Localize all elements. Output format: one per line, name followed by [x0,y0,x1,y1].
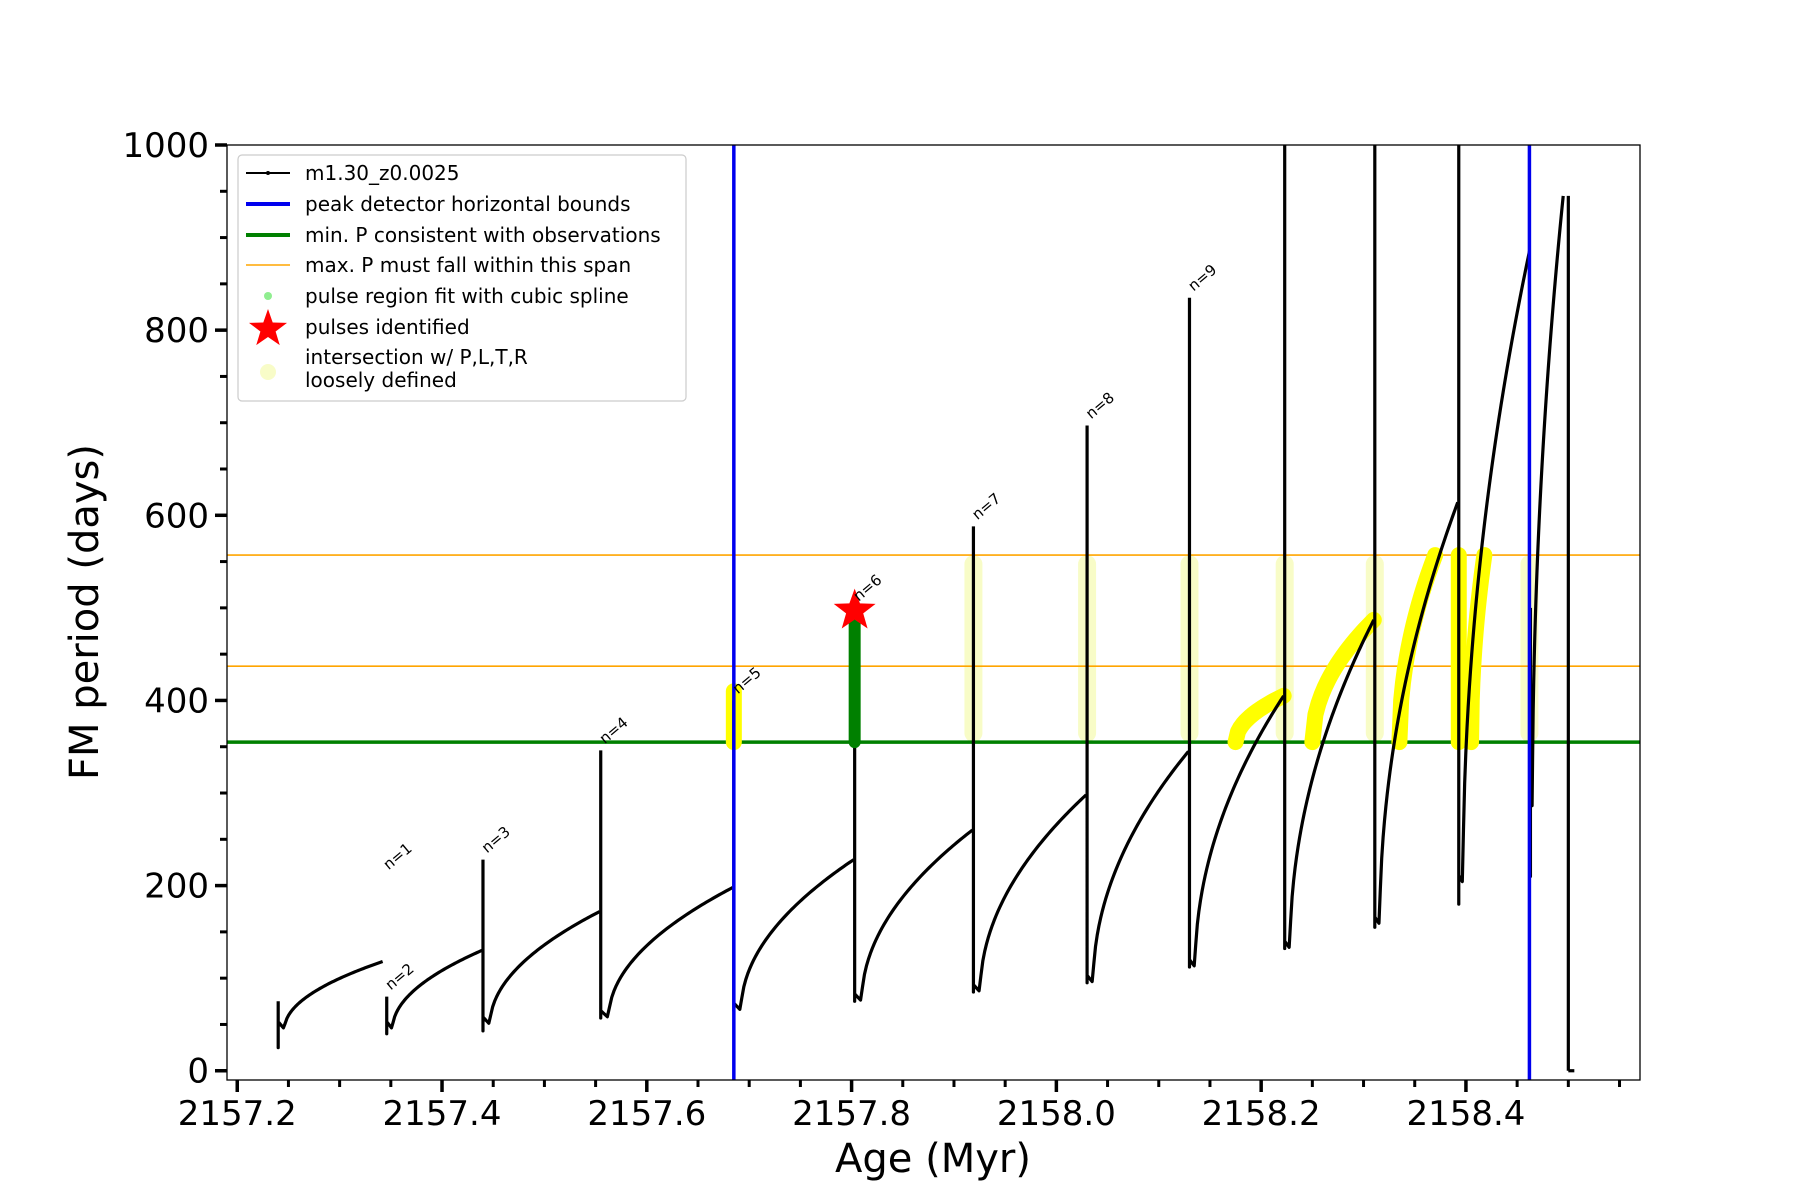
y-tick-label: 800 [144,311,209,351]
intersection-region [1304,611,1382,751]
pulse-label: n=3 [478,823,514,857]
legend-label: min. P consistent with observations [305,223,661,247]
series-segment [1457,145,1531,906]
legend-swatch-dot [266,171,270,175]
x-tick-label: 2158.0 [997,1094,1116,1134]
series-segment [1085,425,1190,985]
legend-label: pulse region fit with cubic spline [305,284,629,308]
pulse-label: n=2 [382,960,418,994]
series-segment [1528,195,1565,878]
series-segment [971,526,1088,994]
legend-swatch-star [248,309,288,346]
y-tick-label: 1000 [122,126,209,166]
series-segment [1283,145,1376,951]
y-tick-label: 200 [144,867,209,907]
legend-label: peak detector horizontal bounds [305,192,631,216]
y-tick-label: 0 [187,1052,209,1092]
y-tick-label: 600 [144,496,209,536]
legend-swatch-circle [260,364,276,380]
x-tick-label: 2157.2 [178,1094,297,1134]
plot-frame [226,144,1641,1081]
legend-box [237,154,687,402]
x-tick-label: 2157.8 [792,1094,911,1134]
legend-label: max. P must fall within this span [305,253,631,277]
pulse-label: n=7 [968,489,1004,523]
series-segment [276,959,384,1050]
series-segment [1373,145,1460,929]
series-segment [853,607,974,1003]
identified-pulse-star [833,588,876,629]
x-tick-label: 2157.4 [383,1094,502,1134]
legend-label: m1.30_z0.0025 [305,161,460,185]
x-tick-label: 2158.2 [1202,1094,1321,1134]
pulse-label: n=8 [1082,388,1118,422]
intersection-region [1463,547,1493,751]
series-segment [385,948,483,1036]
intersection-region [1227,687,1292,751]
y-tick-label: 400 [144,681,209,721]
series-segment [481,859,601,1033]
intersection-region [1391,547,1444,751]
series-segment [1187,297,1286,969]
series-segment [599,750,734,1020]
y-axis-label: FM period (days) [62,444,108,780]
series-segment [732,700,855,1013]
legend-swatch-dot [264,292,272,300]
x-axis-label: Age (Myr) [835,1136,1031,1182]
x-tick-label: 2158.4 [1406,1094,1525,1134]
pulse-label: n=9 [1184,261,1220,295]
legend-label: pulses identified [305,315,470,339]
pulse-label: n=1 [380,839,416,873]
legend-label: intersection w/ P,L,T,R loosely defined [305,345,528,392]
x-tick-label: 2157.6 [587,1094,706,1134]
